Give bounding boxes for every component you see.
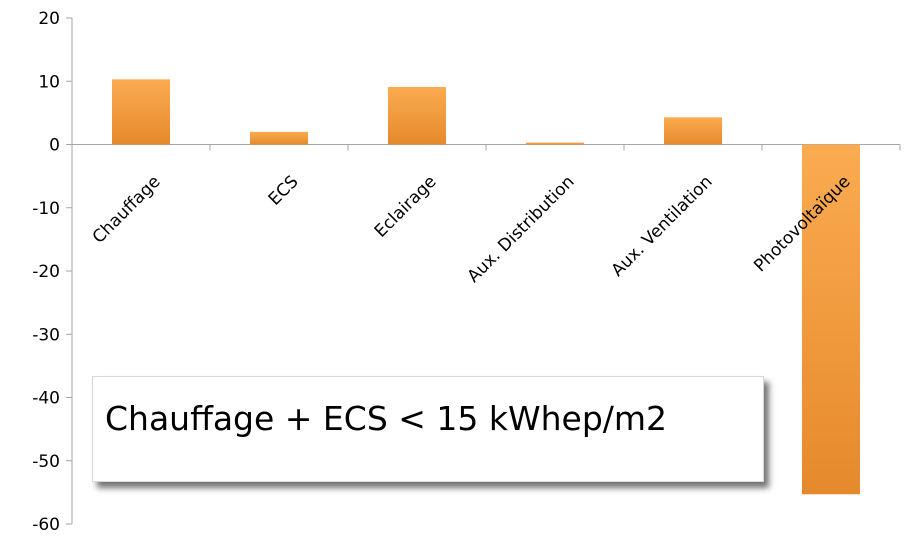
y-tick-label: -50 bbox=[32, 452, 60, 472]
bar-chauffage bbox=[112, 79, 170, 145]
y-tick-label: -30 bbox=[32, 325, 60, 345]
category-label: ECS bbox=[265, 172, 303, 210]
y-tick-label: -10 bbox=[32, 199, 60, 219]
bar-aux-distribution bbox=[526, 142, 584, 145]
bar-photovolta-que bbox=[802, 144, 860, 495]
axes: 20 10 0 -10 -20 -30 -40 -50 -60 bbox=[32, 9, 901, 535]
annotation-callout: Chauffage + ECS < 15 kWhep/m2 bbox=[92, 376, 764, 482]
y-tick-label: -20 bbox=[32, 262, 60, 282]
y-tick-label: 0 bbox=[49, 136, 60, 156]
category-labels: Chauffage ECS Eclairage Aux. Distribution Au… bbox=[89, 172, 855, 287]
bar-eclairage bbox=[388, 86, 446, 145]
y-tick-label: -40 bbox=[32, 389, 60, 409]
category-label: Chauffage bbox=[89, 172, 165, 248]
category-label: Eclairage bbox=[371, 172, 441, 242]
bar-aux-ventilation bbox=[664, 117, 722, 145]
category-label: Aux. Distribution bbox=[464, 172, 579, 287]
y-tick-label: 20 bbox=[38, 9, 60, 29]
annotation-text: Chauffage + ECS < 15 kWhep/m2 bbox=[105, 399, 668, 438]
bars bbox=[112, 79, 860, 495]
bar-ecs bbox=[250, 131, 308, 145]
category-label: Aux. Ventilation bbox=[608, 172, 717, 281]
y-tick-label: 10 bbox=[38, 72, 60, 92]
y-tick-label: -60 bbox=[32, 515, 60, 535]
